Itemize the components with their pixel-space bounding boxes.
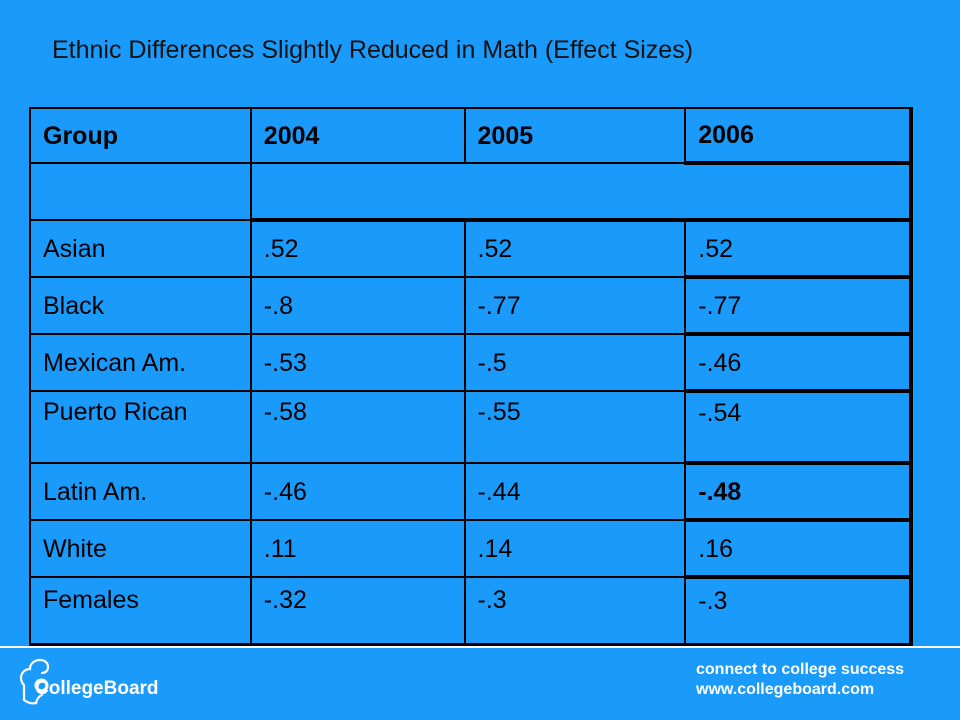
- table-row: White .11 .14 .16: [29, 519, 913, 579]
- table-header-row: Group 2004 2005 2006: [29, 107, 913, 165]
- table-row: Asian .52 .52 .52: [29, 219, 913, 279]
- row-value-cell: -.55: [463, 390, 687, 464]
- row-value-cell: -.58: [249, 390, 466, 464]
- row-group-cell: Black: [29, 276, 252, 335]
- row-group-cell: Asian: [29, 219, 252, 278]
- effect-size-table: Group 2004 2005 2006 Asian .52 .52 .52 B…: [29, 107, 914, 647]
- table-row: Mexican Am. -.53 -.5 -.46: [29, 333, 913, 393]
- row-value-cell: .52: [249, 219, 466, 278]
- table-row: Black -.8 -.77 -.77: [29, 276, 913, 336]
- row-value-cell: -.53: [249, 333, 466, 392]
- footer-divider: [0, 646, 960, 648]
- row-value-cell: .16: [684, 519, 913, 579]
- row-value-cell: -.48: [684, 462, 913, 522]
- table-row: Latin Am. -.46 -.44 -.48: [29, 462, 913, 522]
- row-value-cell: -.5: [463, 333, 687, 392]
- row-group-cell: Mexican Am.: [29, 333, 252, 392]
- row-value-cell: -.46: [684, 333, 913, 393]
- blank-cell: [249, 162, 914, 222]
- footer-tagline: connect to college success www.collegebo…: [696, 660, 904, 700]
- collegeboard-logo-icon: [19, 658, 50, 705]
- row-value-cell: -.8: [249, 276, 466, 335]
- tagline-url: www.collegeboard.com: [696, 681, 875, 698]
- row-value-cell: -.44: [463, 462, 687, 521]
- row-value-cell: -.54: [684, 390, 913, 465]
- header-cell: 2004: [249, 107, 466, 164]
- row-group-cell: Latin Am.: [29, 462, 252, 521]
- blank-cell: [29, 162, 252, 221]
- table-blank-row: [29, 162, 914, 222]
- row-value-cell: -.77: [463, 276, 687, 335]
- row-group-cell: White: [29, 519, 252, 578]
- header-cell: Group: [29, 107, 252, 164]
- tagline-line: connect to college success: [696, 661, 905, 678]
- row-value-cell: .11: [249, 519, 466, 578]
- logo-wordmark: CollegeBoard: [35, 678, 159, 699]
- row-value-cell: -.32: [249, 576, 466, 647]
- row-value-cell: .52: [684, 219, 913, 279]
- row-value-cell: -.46: [249, 462, 466, 521]
- row-group-cell: Puerto Rican: [29, 390, 252, 464]
- row-value-cell: -.3: [684, 576, 913, 647]
- row-group-cell: Females: [29, 576, 252, 647]
- row-value-cell: .52: [463, 219, 687, 278]
- row-value-cell: -.77: [684, 276, 913, 336]
- row-value-cell: .14: [463, 519, 687, 578]
- slide-title: Ethnic Differences Slightly Reduced in M…: [52, 36, 694, 64]
- header-cell: 2006: [684, 107, 913, 165]
- header-cell: 2005: [463, 107, 687, 164]
- table-row: Females -.32 -.3 -.3: [29, 576, 913, 647]
- row-value-cell: -.3: [463, 576, 687, 647]
- table-row: Puerto Rican -.58 -.55 -.54: [29, 390, 913, 465]
